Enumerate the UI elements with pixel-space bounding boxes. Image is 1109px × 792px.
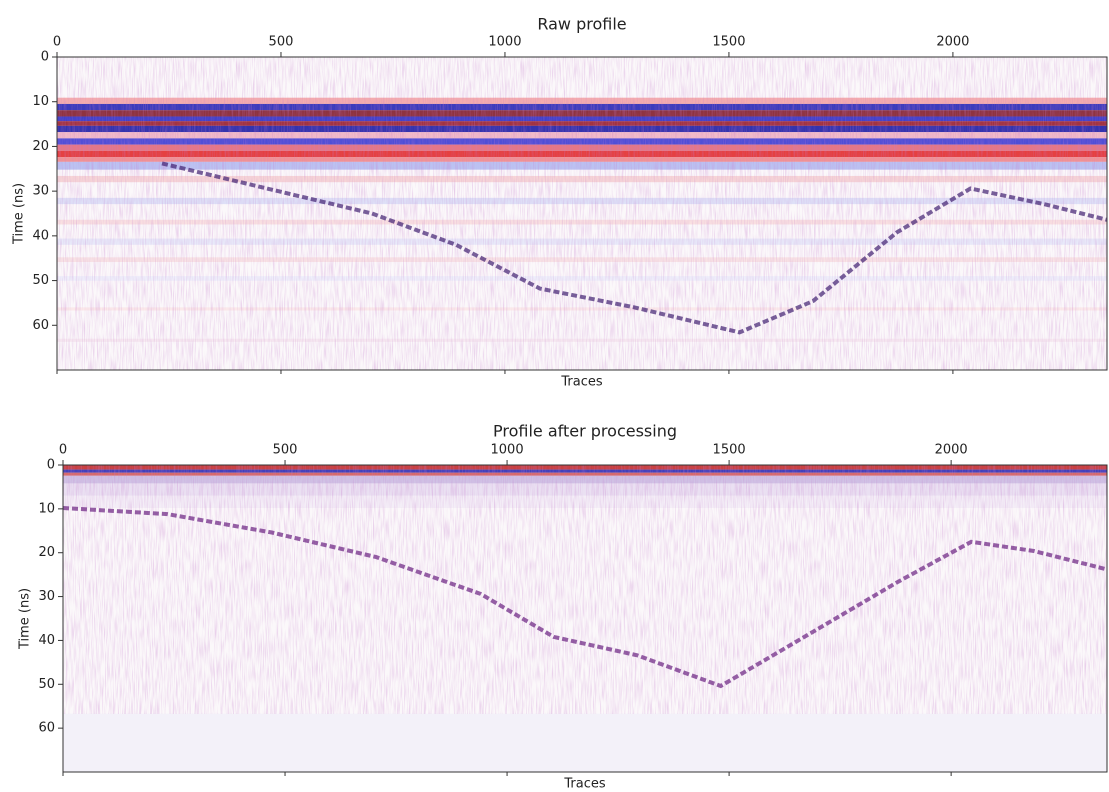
y-axis-label: Time (ns) [18,588,33,650]
y-tick-label: 60 [38,721,55,736]
y-tick-label: 20 [38,545,55,560]
y-tick-label: 10 [32,94,49,109]
x-tick-label: 2000 [936,35,969,50]
y-tick-label: 20 [32,139,49,154]
image-noise [57,57,1107,370]
chart-title: Raw profile [537,15,626,34]
image-noise [63,465,1107,714]
y-tick-label: 0 [47,458,55,473]
x-tick-label: 500 [269,35,294,50]
y-tick-label: 50 [38,677,55,692]
y-tick-label: 60 [32,318,49,333]
y-tick-label: 50 [32,273,49,288]
x-tick-label: 1500 [712,35,745,50]
x-tick-label: 1000 [488,35,521,50]
y-tick-label: 0 [41,50,49,65]
y-axis-label: Time (ns) [12,183,27,245]
x-tick-label: 1500 [713,443,746,458]
x-axis-label: Traces [560,375,602,390]
reflector [161,161,1108,335]
x-axis-label: Traces [563,777,605,792]
x-tick-label: 1000 [491,443,524,458]
plot-frame [56,56,1108,371]
image-lower [63,713,1107,772]
plot-frame [62,464,1108,773]
x-tick-label: 2000 [935,443,968,458]
y-tick-label: 10 [38,501,55,516]
y-tick-label: 30 [38,589,55,604]
y-tick-label: 30 [32,184,49,199]
x-tick-label: 500 [273,443,298,458]
y-tick-label: 40 [38,633,55,648]
chart-title: Profile after processing [493,422,677,441]
y-tick-label: 40 [32,228,49,243]
x-tick-label: 0 [53,35,61,50]
reflector [62,506,1108,689]
x-tick-label: 0 [59,443,67,458]
chart: Raw profile 0 500 1000 1500 2000 0 10 20 30 40 50 60… [12,15,1108,390]
